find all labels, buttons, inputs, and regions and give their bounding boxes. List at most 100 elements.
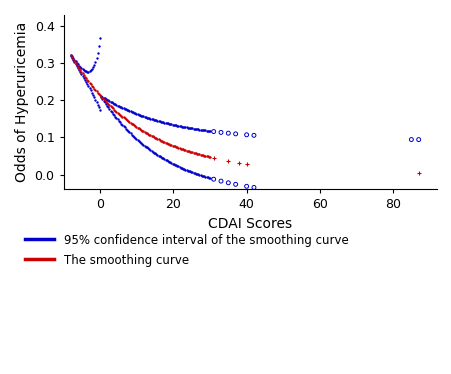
Point — [99, 95, 106, 101]
Point — [107, 108, 114, 114]
Point — [71, 57, 78, 63]
Point — [156, 119, 163, 125]
Point — [167, 121, 175, 127]
Point — [152, 117, 160, 123]
Point — [139, 128, 147, 134]
Point — [125, 119, 133, 125]
Point — [150, 117, 157, 123]
Point — [121, 106, 128, 112]
Point — [93, 55, 100, 61]
Point — [85, 68, 92, 74]
Point — [127, 131, 134, 137]
Point — [71, 59, 78, 65]
Point — [128, 109, 135, 115]
Point — [138, 113, 146, 119]
Point — [185, 168, 192, 174]
Point — [81, 77, 88, 83]
Point — [199, 127, 206, 133]
Point — [201, 174, 208, 180]
Point — [80, 72, 87, 78]
Point — [149, 134, 156, 140]
Point — [97, 94, 105, 100]
Point — [161, 120, 169, 126]
Point — [197, 127, 204, 133]
Point — [88, 89, 95, 95]
Point — [139, 142, 147, 148]
Point — [131, 110, 138, 116]
Point — [163, 157, 170, 163]
Point — [235, 160, 242, 166]
Point — [151, 150, 158, 156]
Point — [202, 128, 210, 134]
Point — [153, 152, 161, 158]
Point — [115, 118, 122, 124]
Point — [173, 123, 180, 129]
Point — [206, 175, 213, 181]
Point — [106, 98, 113, 104]
Point — [99, 94, 106, 100]
Point — [93, 88, 100, 94]
Point — [69, 56, 77, 62]
Point — [414, 194, 421, 200]
Point — [78, 69, 85, 75]
Point — [144, 131, 152, 137]
Point — [186, 168, 193, 174]
Point — [83, 68, 91, 74]
Point — [86, 85, 93, 91]
Point — [108, 104, 115, 110]
Point — [201, 153, 208, 159]
Point — [94, 90, 101, 96]
Point — [161, 139, 168, 145]
Point — [156, 137, 163, 143]
Point — [67, 52, 74, 58]
Point — [105, 98, 112, 104]
Point — [407, 193, 414, 199]
Point — [143, 144, 150, 150]
Point — [200, 153, 207, 159]
Point — [167, 142, 175, 148]
Point — [145, 146, 152, 152]
Point — [68, 55, 75, 61]
Point — [189, 126, 196, 132]
Point — [83, 81, 91, 87]
Point — [73, 62, 80, 68]
Point — [81, 74, 88, 80]
Point — [186, 149, 193, 155]
Point — [69, 57, 77, 63]
Point — [192, 171, 199, 177]
Point — [123, 107, 130, 113]
Point — [100, 95, 107, 101]
Point — [128, 132, 135, 138]
Point — [150, 134, 157, 140]
Point — [195, 172, 202, 178]
Point — [111, 108, 119, 114]
Point — [144, 115, 152, 121]
Point — [191, 150, 198, 156]
Point — [121, 125, 128, 131]
Point — [159, 139, 166, 145]
Point — [155, 118, 162, 124]
Point — [89, 92, 97, 98]
Point — [121, 116, 128, 122]
Point — [137, 127, 144, 133]
Point — [109, 111, 116, 117]
Point — [135, 138, 142, 144]
Point — [169, 142, 176, 148]
Point — [159, 156, 166, 162]
Point — [145, 132, 152, 138]
Point — [117, 104, 124, 110]
Point — [201, 128, 208, 134]
Point — [95, 43, 102, 49]
Point — [97, 107, 104, 113]
Point — [179, 146, 186, 152]
Point — [77, 67, 84, 73]
Point — [147, 132, 154, 138]
Point — [103, 103, 110, 109]
Point — [79, 73, 86, 79]
Point — [231, 181, 239, 187]
Point — [158, 155, 166, 161]
Point — [97, 94, 105, 100]
Point — [135, 125, 142, 131]
Point — [129, 110, 136, 116]
Point — [119, 122, 126, 128]
